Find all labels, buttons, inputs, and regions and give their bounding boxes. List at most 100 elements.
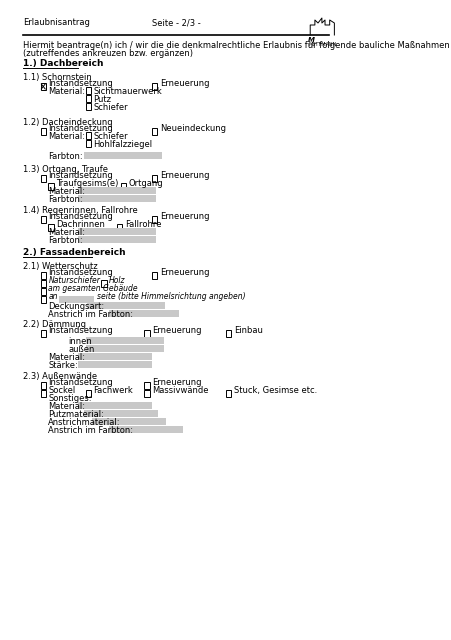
Bar bbox=[41, 175, 46, 182]
Bar bbox=[41, 216, 46, 223]
Bar bbox=[226, 390, 231, 397]
Bar bbox=[48, 183, 54, 190]
Text: außen: außen bbox=[69, 345, 95, 354]
Text: innen: innen bbox=[69, 337, 92, 346]
Bar bbox=[101, 280, 106, 287]
Bar bbox=[86, 103, 91, 110]
Text: Fachwerk: Fachwerk bbox=[93, 386, 133, 395]
Text: Deckungsart:: Deckungsart: bbox=[48, 302, 104, 311]
Text: seite (bitte Himmelsrichtung angeben): seite (bitte Himmelsrichtung angeben) bbox=[97, 292, 245, 301]
Text: Fallrohre: Fallrohre bbox=[124, 220, 161, 229]
Bar bbox=[78, 353, 152, 360]
Text: Anstrich im Farbton:: Anstrich im Farbton: bbox=[48, 426, 133, 435]
Text: 2.3) Außenwände: 2.3) Außenwände bbox=[23, 372, 97, 381]
Text: Instandsetzung: Instandsetzung bbox=[48, 171, 113, 180]
Bar bbox=[41, 330, 46, 337]
Text: 1.3) Ortgang, Traufe: 1.3) Ortgang, Traufe bbox=[23, 165, 108, 174]
Bar bbox=[152, 216, 157, 223]
Text: Massivwände: Massivwände bbox=[152, 386, 208, 395]
Text: METTMANN: METTMANN bbox=[308, 42, 336, 47]
Text: Erneuerung: Erneuerung bbox=[160, 268, 209, 277]
Bar bbox=[86, 140, 91, 147]
Text: Material:: Material: bbox=[48, 353, 85, 362]
Text: Sonstiges:: Sonstiges: bbox=[48, 394, 92, 403]
Bar bbox=[41, 128, 46, 135]
Text: Erneuerung: Erneuerung bbox=[152, 378, 201, 387]
Text: Holz: Holz bbox=[109, 276, 125, 285]
Text: Sichtmauerwerk: Sichtmauerwerk bbox=[93, 87, 162, 96]
Bar bbox=[41, 288, 46, 295]
Text: am gesamten Gebäude: am gesamten Gebäude bbox=[48, 284, 138, 293]
Bar bbox=[86, 132, 91, 139]
Text: Farbton:: Farbton: bbox=[48, 236, 83, 245]
Bar bbox=[152, 272, 157, 279]
Text: Neueindeckung: Neueindeckung bbox=[160, 124, 226, 133]
Text: Erneuerung: Erneuerung bbox=[160, 171, 209, 180]
Text: 2.2) Dämmung: 2.2) Dämmung bbox=[23, 320, 86, 329]
Bar bbox=[86, 87, 91, 94]
Text: 1.4) Regenrinnen, Fallrohre: 1.4) Regenrinnen, Fallrohre bbox=[23, 206, 138, 215]
Text: Erneuerung: Erneuerung bbox=[160, 212, 209, 221]
Text: 2.1) Wetterschutz: 2.1) Wetterschutz bbox=[23, 262, 98, 271]
Text: Schiefer: Schiefer bbox=[93, 103, 128, 112]
Text: Putz: Putz bbox=[93, 95, 111, 104]
Bar bbox=[86, 337, 163, 344]
Text: Instandsetzung: Instandsetzung bbox=[48, 326, 113, 335]
Text: Material:: Material: bbox=[48, 228, 85, 237]
Bar bbox=[109, 426, 183, 433]
Bar bbox=[78, 361, 152, 368]
Text: Stuck, Gesimse etc.: Stuck, Gesimse etc. bbox=[233, 386, 316, 395]
Bar bbox=[144, 382, 149, 389]
Text: Stärke:: Stärke: bbox=[48, 361, 78, 370]
Bar bbox=[152, 128, 157, 135]
Text: Material:: Material: bbox=[48, 132, 85, 141]
Text: (zutreffendes ankreuzen bzw. ergänzen): (zutreffendes ankreuzen bzw. ergänzen) bbox=[23, 49, 193, 58]
Bar bbox=[78, 187, 156, 194]
Bar bbox=[226, 330, 231, 337]
Text: 1.1) Schornstein: 1.1) Schornstein bbox=[23, 73, 92, 82]
Text: Einbau: Einbau bbox=[233, 326, 262, 335]
Text: Naturschiefer: Naturschiefer bbox=[48, 276, 100, 285]
Bar bbox=[92, 418, 166, 425]
Bar bbox=[120, 183, 126, 190]
Bar bbox=[86, 390, 91, 397]
Text: Putzmaterial:: Putzmaterial: bbox=[48, 410, 104, 419]
Bar bbox=[41, 296, 46, 303]
Text: Seite - 2/3 -: Seite - 2/3 - bbox=[152, 18, 200, 27]
Bar bbox=[41, 280, 46, 287]
Bar bbox=[78, 195, 156, 202]
Bar bbox=[84, 410, 158, 417]
Bar bbox=[78, 228, 156, 235]
Text: Ortgang: Ortgang bbox=[129, 179, 163, 188]
Text: Instandsetzung: Instandsetzung bbox=[48, 124, 113, 133]
Text: Material:: Material: bbox=[48, 402, 85, 411]
Bar bbox=[109, 310, 179, 317]
Text: Material:: Material: bbox=[48, 87, 85, 96]
Text: Instandsetzung: Instandsetzung bbox=[48, 268, 113, 277]
Text: M: M bbox=[307, 37, 314, 43]
Text: Dachrinnen: Dachrinnen bbox=[56, 220, 105, 229]
Bar bbox=[84, 152, 162, 159]
Text: 2.) Fassadenbereich: 2.) Fassadenbereich bbox=[23, 248, 126, 257]
Text: Instandsetzung: Instandsetzung bbox=[48, 79, 113, 88]
Bar bbox=[87, 302, 165, 309]
Bar bbox=[86, 345, 163, 352]
Bar bbox=[41, 272, 46, 279]
Text: Erneuerung: Erneuerung bbox=[152, 326, 201, 335]
Text: Instandsetzung: Instandsetzung bbox=[48, 378, 113, 387]
Bar bbox=[48, 224, 54, 231]
Bar bbox=[86, 95, 91, 102]
Text: Hiermit beantrage(n) ich / wir die die denkmalrechtliche Erlaubnis für folgende : Hiermit beantrage(n) ich / wir die die d… bbox=[23, 41, 449, 50]
Text: Instandsetzung: Instandsetzung bbox=[48, 212, 113, 221]
Text: Sockel: Sockel bbox=[48, 386, 75, 395]
Bar bbox=[144, 390, 149, 397]
Bar bbox=[152, 83, 157, 90]
Text: Farbton:: Farbton: bbox=[48, 152, 83, 161]
Bar bbox=[144, 330, 149, 337]
Text: Traufgesims(e): Traufgesims(e) bbox=[56, 179, 118, 188]
Bar bbox=[78, 236, 156, 243]
Bar bbox=[41, 390, 46, 397]
Bar bbox=[78, 402, 152, 409]
Text: Anstrichmaterial:: Anstrichmaterial: bbox=[48, 418, 120, 427]
Text: Erlaubnisantrag: Erlaubnisantrag bbox=[23, 18, 90, 27]
